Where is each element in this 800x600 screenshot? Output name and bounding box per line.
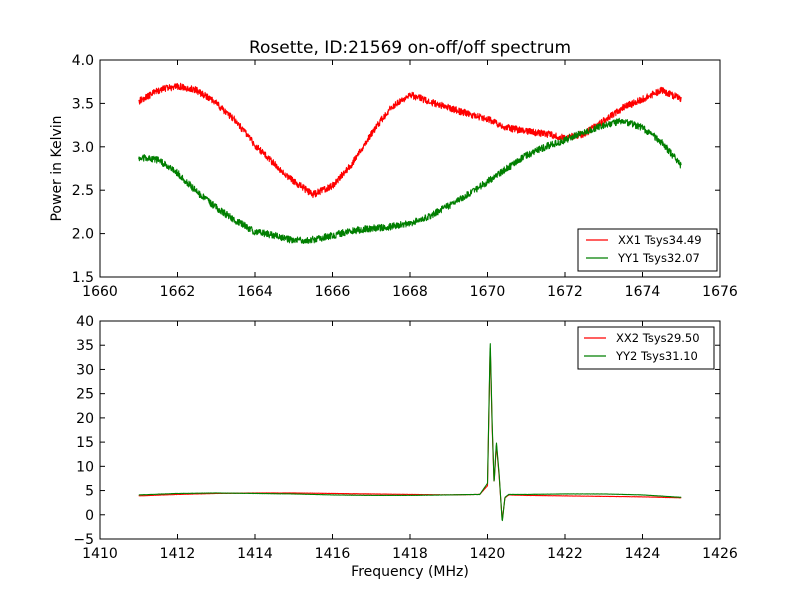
bottom-y-tick-label: 0 xyxy=(85,508,94,524)
legend-entry-yy1: YY1 Tsys32.07 xyxy=(586,251,700,265)
legend-label-xx2: XX2 Tsys29.50 xyxy=(616,331,700,345)
series-line-xx1 xyxy=(138,82,682,199)
top-y-tick-label: 3.0 xyxy=(72,140,94,156)
bottom-spectrum-panel: 1410 1412 1414 1416 1418 1420 1422 1424 1426 −5 0 5… xyxy=(73,314,738,580)
bottom-y-tick-label: −5 xyxy=(73,532,94,548)
bottom-y-tick-label: 25 xyxy=(76,387,94,403)
top-y-tick-label: 2.0 xyxy=(72,227,94,243)
legend-entry-xx2: XX2 Tsys29.50 xyxy=(584,331,700,345)
bottom-y-tick-label: 15 xyxy=(76,435,94,451)
series-line-yy1 xyxy=(138,117,682,244)
top-series-layer xyxy=(138,82,682,244)
top-x-tick-label: 1672 xyxy=(547,284,583,300)
top-y-tick-label: 3.5 xyxy=(72,96,94,112)
bottom-axis-layer: 1410 1412 1414 1416 1418 1420 1422 1424 1426 −5 0 5… xyxy=(73,314,738,562)
bottom-x-tick-label: 1418 xyxy=(392,546,428,562)
bottom-y-tick-label: 10 xyxy=(76,459,94,475)
top-y-tick-label: 2.5 xyxy=(72,183,94,199)
top-x-tick-label: 1666 xyxy=(315,284,351,300)
bottom-series-layer xyxy=(138,343,682,522)
bottom-y-tick-label: 30 xyxy=(76,362,94,378)
x-axis-label: Frequency (MHz) xyxy=(351,564,469,580)
top-axis-layer: 1660 1662 1664 1666 1668 1670 1672 1674 1676 1.5 2… xyxy=(72,53,738,300)
top-legend: XX1 Tsys34.49 YY1 Tsys32.07 xyxy=(577,228,718,272)
legend-entry-xx1: XX1 Tsys34.49 xyxy=(586,233,702,247)
top-x-tick-label: 1664 xyxy=(237,284,273,300)
bottom-legend-box xyxy=(577,326,715,370)
bottom-x-tick-label: 1412 xyxy=(160,546,196,562)
legend-label-yy1: YY1 Tsys32.07 xyxy=(617,251,700,265)
bottom-x-tick-label: 1420 xyxy=(470,546,506,562)
top-legend-box xyxy=(577,228,718,272)
bottom-y-tick-label: 40 xyxy=(76,314,94,330)
series-line-yy2 xyxy=(138,343,682,522)
top-spectrum-panel: Rosette, ID:21569 on-off/off spectrum 16… xyxy=(49,38,738,300)
top-x-tick-label: 1662 xyxy=(160,284,196,300)
bottom-y-tick-label: 35 xyxy=(76,338,94,354)
bottom-y-tick-label: 20 xyxy=(76,411,94,427)
bottom-x-tick-label: 1414 xyxy=(237,546,273,562)
bottom-x-tick-label: 1410 xyxy=(82,546,118,562)
top-x-tick-label: 1670 xyxy=(470,284,506,300)
bottom-y-tick-label: 5 xyxy=(85,484,94,500)
top-y-axis-label: Power in Kelvin xyxy=(49,115,65,221)
legend-label-yy2: YY2 Tsys31.10 xyxy=(615,349,698,363)
top-x-tick-label: 1668 xyxy=(392,284,428,300)
top-x-tick-label: 1674 xyxy=(625,284,661,300)
legend-entry-yy2: YY2 Tsys31.10 xyxy=(584,349,698,363)
bottom-x-tick-label: 1424 xyxy=(625,546,661,562)
bottom-x-tick-label: 1416 xyxy=(315,546,351,562)
chart-title: Rosette, ID:21569 on-off/off spectrum xyxy=(249,38,571,58)
top-y-tick-label: 1.5 xyxy=(72,270,94,286)
top-x-tick-label: 1660 xyxy=(82,284,118,300)
bottom-x-tick-label: 1422 xyxy=(547,546,583,562)
top-x-tick-label: 1676 xyxy=(702,284,738,300)
bottom-legend: XX2 Tsys29.50 YY2 Tsys31.10 xyxy=(577,326,715,370)
bottom-x-tick-label: 1426 xyxy=(702,546,738,562)
legend-label-xx1: XX1 Tsys34.49 xyxy=(618,233,702,247)
top-y-tick-label: 4.0 xyxy=(72,53,94,69)
